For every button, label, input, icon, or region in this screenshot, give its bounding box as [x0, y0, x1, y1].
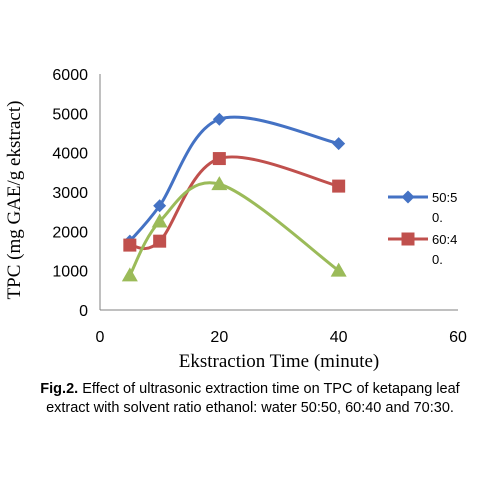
legend-label-line: 0.: [432, 210, 443, 225]
y-tick-label: 0: [79, 303, 88, 320]
y-tick-label: 2000: [52, 224, 88, 241]
y-tick-label: 4000: [52, 146, 88, 163]
y-tick-label: 1000: [52, 264, 88, 281]
data-point: [123, 238, 137, 252]
data-point: [121, 267, 138, 282]
line-chart: 0 1000 2000 3000 4000 5000 6000 0 20 40 60 50:5 0.…: [4, 67, 467, 372]
legend-label: 50:5 0.: [432, 190, 457, 225]
legend: 50:5 0. 60:4 0.: [388, 190, 457, 267]
caption-label: Fig.2.: [40, 381, 79, 397]
legend-label-line: 0.: [432, 252, 443, 267]
legend-item: 60:4 0.: [388, 232, 457, 267]
series-2: [123, 152, 346, 252]
data-point: [332, 137, 346, 151]
axes: [99, 74, 458, 311]
y-tick-label: 6000: [52, 67, 88, 84]
x-tick-label: 20: [210, 329, 228, 346]
legend-label: 60:4 0.: [432, 232, 457, 267]
data-point: [212, 112, 226, 126]
data-point: [332, 179, 346, 193]
y-tick-labels: 0 1000 2000 3000 4000 5000 6000: [52, 67, 88, 320]
data-point: [153, 199, 167, 213]
legend-label-line: 50:5: [432, 190, 457, 205]
legend-label-line: 60:4: [432, 232, 457, 247]
legend-item: 50:5 0.: [388, 190, 457, 225]
x-tick-label: 0: [96, 329, 105, 346]
legend-marker: [401, 190, 415, 204]
caption-text: Effect of ultrasonic extraction time on …: [46, 381, 460, 416]
x-tick-label: 60: [449, 329, 467, 346]
data-point: [330, 262, 347, 277]
series-3: [121, 176, 347, 282]
data-point: [151, 213, 168, 228]
y-tick-label: 3000: [52, 185, 88, 202]
figure-caption: Fig.2. Effect of ultrasonic extraction t…: [30, 380, 470, 418]
x-tick-label: 40: [330, 329, 348, 346]
x-axis-title: Ekstraction Time (minute): [179, 351, 380, 372]
legend-marker: [401, 232, 415, 246]
data-point: [153, 234, 167, 248]
series-line: [128, 115, 339, 243]
y-tick-label: 5000: [52, 106, 88, 123]
data-point: [212, 152, 226, 166]
y-axis-title: TPC (mg GAE/g ekstract): [4, 101, 25, 300]
series-line: [129, 155, 340, 251]
series-line: [128, 181, 340, 277]
x-tick-labels: 0 20 40 60: [96, 329, 467, 346]
series-layer: [121, 112, 347, 282]
data-point: [211, 176, 228, 191]
